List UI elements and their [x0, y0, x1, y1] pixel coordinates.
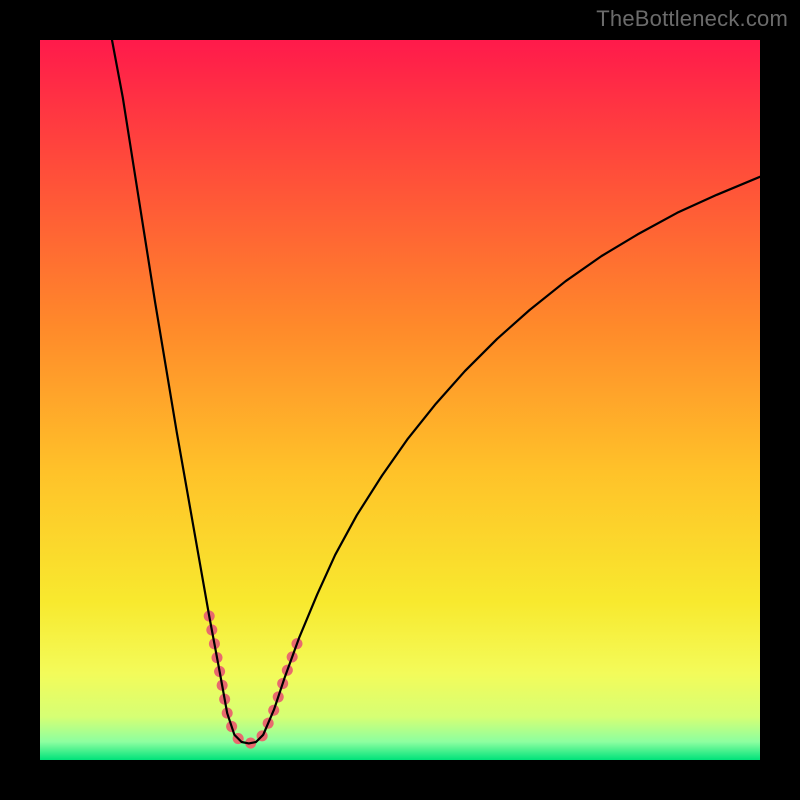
watermark-text: TheBottleneck.com: [596, 6, 788, 32]
chart-frame: TheBottleneck.com: [0, 0, 800, 800]
bottleneck-chart: [40, 40, 760, 760]
chart-svg: [40, 40, 760, 760]
chart-background: [40, 40, 760, 760]
